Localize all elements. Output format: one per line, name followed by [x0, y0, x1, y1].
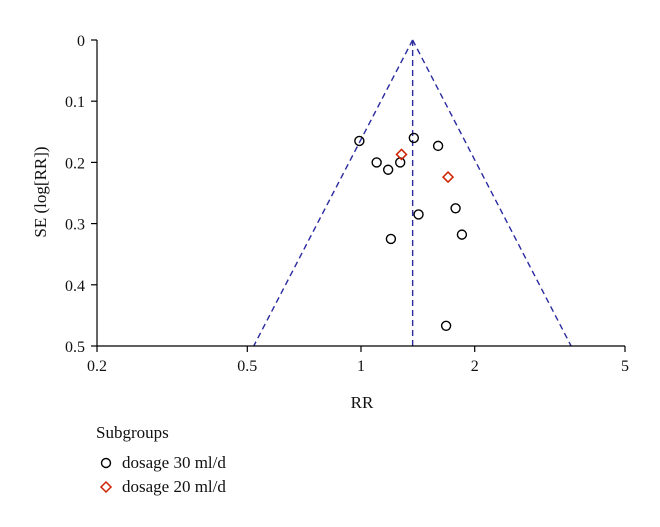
data-point-circle	[385, 233, 397, 245]
y-tick-label: 0.1	[65, 94, 85, 111]
data-point-circle	[354, 135, 365, 147]
data-point-circle	[456, 229, 468, 240]
x-tick-label: 5	[621, 358, 629, 375]
funnel-right-line	[412, 39, 572, 347]
data-point-circle	[395, 157, 406, 168]
y-tick-label: 0.5	[65, 339, 85, 356]
legend: Subgroups dosage 30 ml/d dosage 20 ml/d	[96, 423, 226, 496]
y-tick-label: 0.4	[65, 278, 85, 295]
y-axis-label: SE (log[RR])	[31, 146, 50, 237]
y-tick-label: 0	[77, 33, 85, 50]
legend-diamond-marker	[99, 480, 113, 494]
x-tick-label: 0.2	[87, 358, 107, 375]
data-point-circle	[408, 132, 420, 144]
data-point-circle	[450, 203, 461, 214]
x-tick-label: 2	[471, 358, 479, 375]
data-point-diamond	[395, 148, 408, 161]
data-points	[354, 132, 468, 332]
data-point-diamond	[441, 171, 455, 184]
legend-series-1-label: dosage 30 ml/d	[122, 453, 226, 472]
legend-title: Subgroups	[96, 423, 169, 442]
data-point-circle	[382, 164, 394, 175]
data-point-circle	[371, 157, 382, 168]
x-axis-label: RR	[351, 393, 374, 412]
funnel-lines	[253, 39, 572, 347]
data-point-circle	[432, 140, 444, 152]
funnel-left-line	[253, 39, 414, 347]
data-point-circle	[440, 320, 452, 332]
x-tick-label: 1	[357, 358, 365, 375]
legend-circle-marker	[100, 457, 112, 469]
legend-series-2-label: dosage 20 ml/d	[122, 477, 226, 496]
y-axis: 0 0.1 0.2 0.3 0.4 0.5	[65, 33, 98, 356]
x-tick-label: 0.5	[237, 358, 257, 375]
x-axis: 0.2 0.5 1 2 5	[87, 345, 629, 375]
data-point-circle	[413, 209, 424, 220]
y-tick-label: 0.3	[65, 217, 85, 234]
y-tick-label: 0.2	[65, 155, 85, 172]
